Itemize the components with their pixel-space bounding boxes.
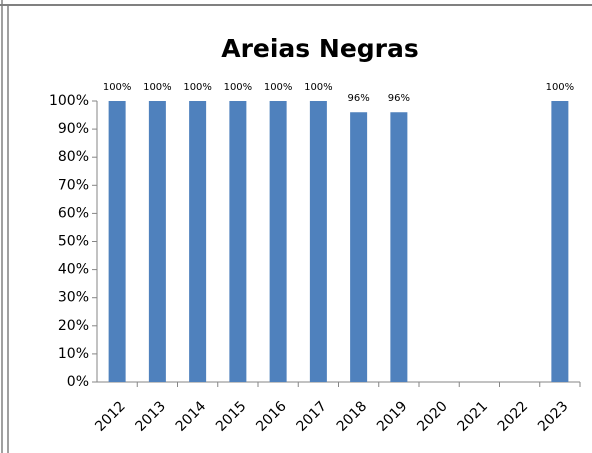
value-label: 100%	[304, 82, 333, 93]
y-tick-label: 70%	[58, 177, 89, 193]
chart-title: Areias Negras	[221, 34, 419, 63]
bar	[269, 101, 287, 382]
y-tick-label: 30%	[58, 290, 89, 306]
y-tick-label: 80%	[58, 149, 89, 165]
value-label: 100%	[183, 82, 212, 93]
y-tick-label: 90%	[58, 121, 89, 137]
y-tick-label: 10%	[58, 346, 89, 362]
bar	[148, 101, 166, 382]
value-label: 96%	[388, 93, 410, 104]
bar	[108, 101, 126, 382]
bar	[309, 101, 327, 382]
value-label: 100%	[103, 82, 132, 93]
y-tick-label: 50%	[58, 234, 89, 250]
y-tick-label: 100%	[49, 93, 89, 109]
y-tick-label: 40%	[58, 262, 89, 278]
value-label: 100%	[143, 82, 172, 93]
value-label: 100%	[264, 82, 293, 93]
y-tick-label: 20%	[58, 318, 89, 334]
value-label: 100%	[224, 82, 253, 93]
bar	[551, 101, 569, 382]
bar	[189, 101, 207, 382]
bar	[229, 101, 247, 382]
value-label: 96%	[348, 93, 370, 104]
y-tick-label: 60%	[58, 205, 89, 221]
bar	[350, 112, 368, 383]
value-label: 100%	[546, 82, 575, 93]
bar	[390, 112, 408, 383]
y-tick-label: 0%	[67, 374, 89, 390]
